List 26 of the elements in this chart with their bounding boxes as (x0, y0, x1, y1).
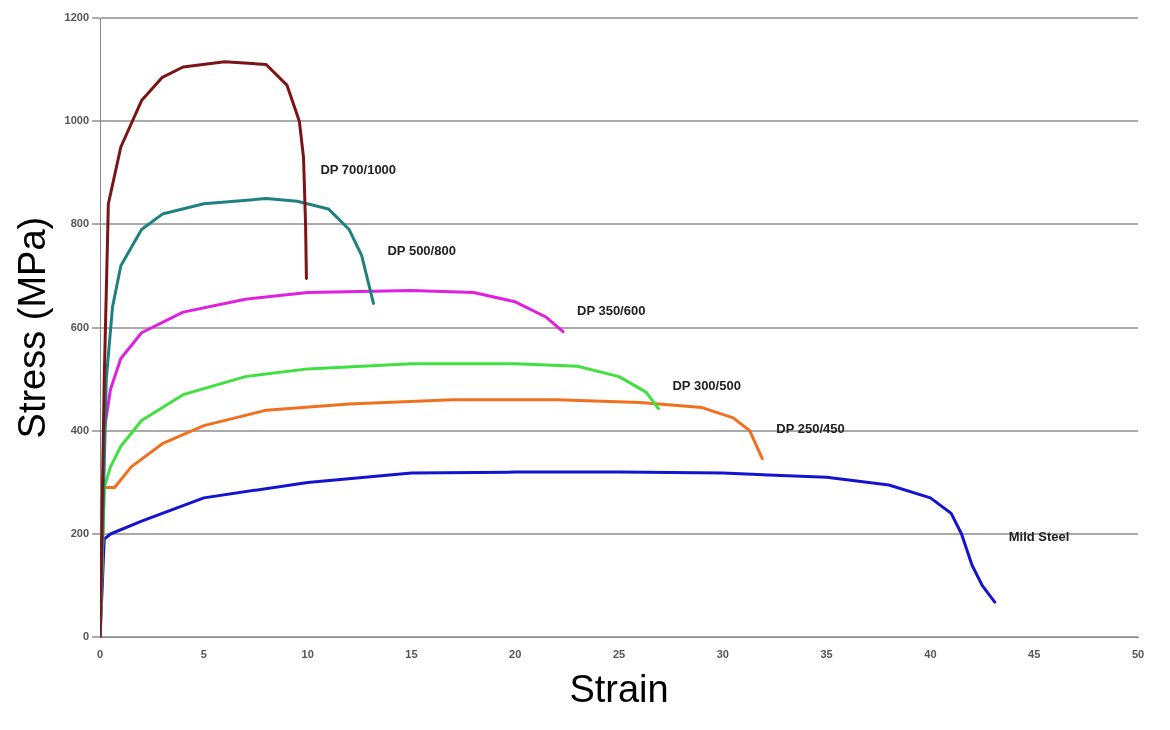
x-tick-label: 50 (1131, 647, 1145, 660)
x-tick-label: 10 (301, 647, 314, 660)
series-label: DP 300/500 (672, 377, 741, 393)
y-tick-label: 1200 (64, 11, 90, 24)
y-tick-label: 1000 (64, 114, 90, 127)
x-tick-label: 20 (509, 647, 522, 660)
x-axis-title: Strain (569, 667, 669, 710)
x-tick-label: 5 (200, 647, 207, 660)
x-tick-label: 30 (716, 647, 729, 660)
y-tick-label: 0 (82, 630, 90, 643)
series-label: DP 700/1000 (320, 161, 397, 177)
series-label: DP 350/600 (576, 302, 646, 318)
x-tick-label: 15 (405, 647, 418, 660)
x-tick-label: 0 (97, 647, 104, 660)
text: Mild Steel (1008, 528, 1070, 544)
y-tick-label: 400 (70, 423, 90, 436)
y-axis-title: Stress (MPa) (11, 216, 54, 439)
series-label: DP 500/800 (387, 242, 456, 258)
x-tick-label: 45 (1028, 647, 1041, 660)
series-label: DP 250/450 (776, 420, 845, 436)
y-tick-label: 800 (70, 217, 90, 230)
x-tick-label: 35 (820, 647, 833, 660)
x-tick-label: 25 (612, 647, 626, 660)
x-tick-label: 40 (924, 647, 937, 660)
y-tick-label: 200 (70, 527, 90, 540)
y-tick-label: 600 (70, 320, 90, 333)
